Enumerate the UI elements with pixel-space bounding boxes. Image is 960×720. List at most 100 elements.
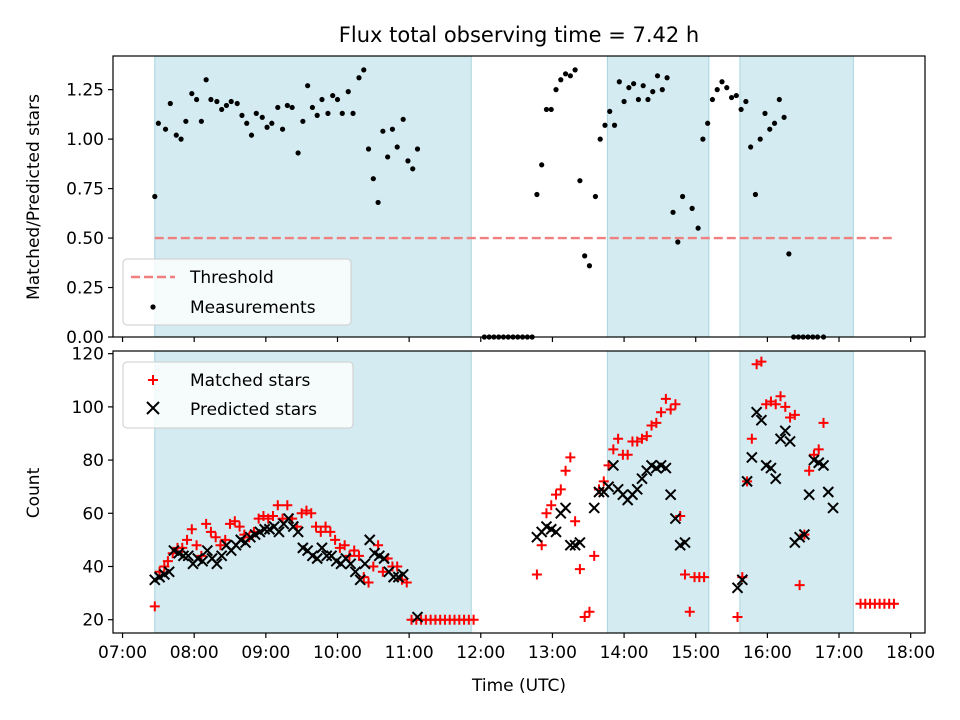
predicted-stars-point <box>817 459 830 472</box>
measurement-point <box>370 176 376 182</box>
matched-stars-point <box>598 476 609 487</box>
matched-stars-point <box>579 612 590 623</box>
measurements-legend-label: Measurements <box>190 298 316 318</box>
measurement-point <box>279 126 286 132</box>
matched-stars-point <box>282 500 293 511</box>
x-tick-label: 18:00 <box>886 643 935 663</box>
measurement-point <box>203 77 209 83</box>
measurement-point <box>167 100 173 107</box>
y-tick-label: 40 <box>82 557 104 577</box>
measurement-point <box>244 120 250 126</box>
matched-stars-point <box>756 356 767 367</box>
x-tick-label: 11:00 <box>385 643 434 663</box>
measurement-point <box>771 120 778 126</box>
matched-stars-point <box>186 524 197 535</box>
measurement-point <box>675 239 681 245</box>
measurement-point <box>253 110 259 116</box>
measurement-point <box>586 263 593 269</box>
measurement-point <box>659 87 665 93</box>
measurement-point <box>350 110 356 116</box>
matched-stars-point <box>272 500 283 511</box>
y-tick-label: 0.00 <box>66 328 104 348</box>
predicted-stars-point <box>397 568 409 581</box>
measurement-point <box>738 106 744 113</box>
measurement-point <box>602 122 608 128</box>
predicted-stars-point <box>602 480 615 493</box>
matched-stars-point <box>268 510 279 521</box>
measurements-legend-swatch <box>150 304 156 310</box>
predicted-stars-point <box>574 536 586 549</box>
measurement-point <box>189 90 195 97</box>
predicted-stars-point <box>770 472 782 485</box>
matched-stars-point <box>789 409 800 420</box>
predicted-stars-point <box>564 539 577 551</box>
matched-stars-point <box>320 521 331 532</box>
predicted-stars-point <box>731 582 744 594</box>
matched-stars-point <box>159 561 170 572</box>
measurement-point <box>400 116 406 122</box>
measurement-point <box>592 193 599 200</box>
predicted-stars-point <box>755 414 768 426</box>
measurement-point <box>289 104 295 111</box>
y-tick-label: 1.25 <box>66 81 104 101</box>
x-tick-label: 09:00 <box>241 643 290 663</box>
x-tick-label: 10:00 <box>313 643 362 663</box>
predicted-stars-point <box>211 558 223 570</box>
matched-stars-point <box>339 540 350 551</box>
measurement-point <box>284 102 290 109</box>
matched-stars-point <box>665 404 676 415</box>
measurement-point <box>733 92 739 99</box>
matched-stars-point <box>468 614 479 625</box>
predicted-stars-point <box>258 523 271 535</box>
x-axis-label: Time (UTC) <box>471 676 566 696</box>
measurement-point <box>361 67 367 73</box>
measurement-point <box>314 112 320 118</box>
measurement-point <box>616 79 622 85</box>
measurement-point <box>700 136 706 142</box>
legend-box <box>122 258 352 326</box>
ratio-panel: 0.00 0.25 0.50 0.75 1.00 1.25 Threshold Measure… <box>66 55 926 348</box>
matched-stars-point <box>541 508 552 519</box>
measurement-point <box>228 98 234 105</box>
measurement-point <box>582 253 588 259</box>
predicted-stars-point <box>664 488 677 501</box>
measurement-point <box>300 118 306 124</box>
measurement-point <box>709 96 716 103</box>
measurement-point <box>214 98 220 105</box>
x-tick-label: 15:00 <box>671 643 720 663</box>
measurement-point <box>728 94 735 101</box>
measurement-point <box>365 146 372 152</box>
measurement-point <box>743 98 749 105</box>
predicted-stars-point <box>215 550 228 562</box>
x-tick-label: 13:00 <box>528 643 577 663</box>
predicted-stars-point <box>779 425 791 437</box>
measurement-point <box>626 85 632 91</box>
measurement-point <box>543 106 550 113</box>
matched-stars-point <box>584 606 595 617</box>
predicted-stars-point <box>292 526 304 538</box>
measurement-point <box>414 146 421 152</box>
matched-stars-point <box>656 407 667 418</box>
measurement-point <box>631 81 637 87</box>
legend-box <box>122 361 354 429</box>
measurement-point <box>621 98 627 105</box>
predicted-stars-legend-swatch <box>146 401 160 415</box>
measurement-point <box>389 126 396 132</box>
matched-stars-point <box>205 526 216 537</box>
predicted-stars-point <box>741 475 753 488</box>
matched-stars-point <box>613 433 624 444</box>
measurement-point <box>562 71 569 77</box>
measurement-point <box>548 106 554 113</box>
measurement-point <box>635 96 642 103</box>
measurement-point <box>558 77 564 83</box>
measurement-point <box>339 110 345 116</box>
measurement-point <box>611 122 618 128</box>
measurement-point <box>385 154 391 160</box>
predicted-stars-point <box>803 488 815 501</box>
observing-window-band <box>606 350 710 634</box>
matched-stars-point <box>574 564 585 575</box>
matched-stars-point <box>363 577 374 588</box>
measurement-point <box>394 144 400 150</box>
measurement-point <box>162 126 169 132</box>
